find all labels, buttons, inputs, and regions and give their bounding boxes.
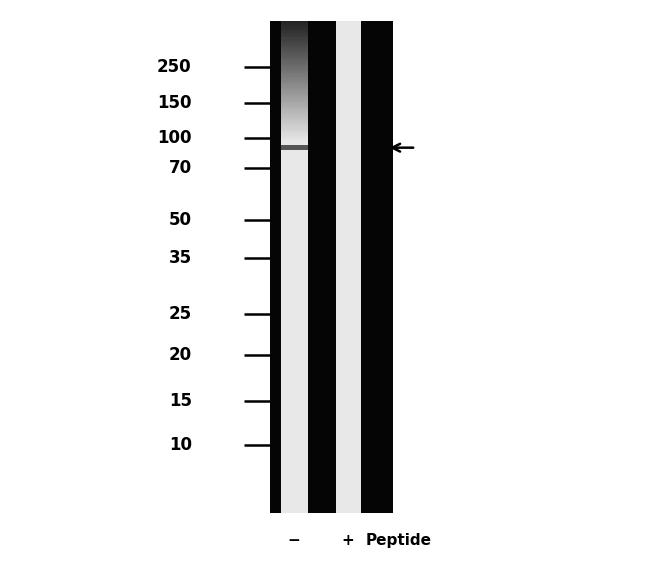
Text: Peptide: Peptide: [366, 533, 432, 548]
Bar: [281, 136, 308, 138]
Bar: [281, 110, 308, 112]
Bar: [281, 56, 308, 59]
Text: 100: 100: [157, 129, 192, 146]
Text: 15: 15: [169, 393, 192, 410]
Bar: [281, 145, 308, 150]
Bar: [281, 71, 308, 73]
Bar: [281, 80, 308, 83]
Bar: [281, 23, 308, 25]
Bar: [281, 86, 308, 88]
Bar: [281, 126, 308, 129]
Text: +: +: [341, 533, 354, 548]
Bar: [281, 49, 308, 52]
Text: 250: 250: [157, 59, 192, 76]
Bar: [281, 138, 308, 141]
Bar: [281, 131, 308, 134]
Bar: [281, 93, 308, 95]
Bar: [281, 102, 308, 104]
Bar: [281, 97, 308, 100]
Bar: [281, 114, 308, 117]
Bar: [281, 95, 308, 97]
Bar: [281, 47, 308, 49]
Bar: [281, 69, 308, 71]
Bar: [281, 28, 308, 30]
Bar: [281, 25, 308, 28]
Bar: [281, 88, 308, 90]
Bar: [281, 62, 308, 64]
Bar: [270, 21, 393, 513]
Bar: [281, 117, 308, 119]
Text: 20: 20: [168, 346, 192, 363]
Bar: [281, 124, 308, 126]
Bar: [281, 45, 308, 47]
Bar: [281, 32, 308, 35]
Bar: [281, 42, 308, 45]
Bar: [281, 112, 308, 114]
Bar: [281, 119, 308, 121]
Text: 50: 50: [169, 211, 192, 229]
Bar: [281, 78, 308, 80]
Bar: [281, 100, 308, 102]
Bar: [281, 21, 308, 23]
Bar: [281, 40, 308, 42]
Bar: [281, 38, 308, 40]
Bar: [281, 54, 308, 56]
Bar: [281, 104, 308, 107]
Bar: [281, 129, 308, 131]
Bar: [281, 66, 308, 69]
Bar: [281, 30, 308, 32]
Bar: [281, 107, 308, 110]
Bar: [281, 35, 308, 38]
Bar: [281, 21, 308, 513]
Bar: [281, 83, 308, 86]
Bar: [281, 134, 308, 136]
Text: 70: 70: [168, 159, 192, 177]
Text: 10: 10: [169, 437, 192, 454]
Bar: [281, 52, 308, 54]
Text: 35: 35: [168, 249, 192, 267]
Text: 150: 150: [157, 94, 192, 111]
Bar: [281, 90, 308, 93]
Bar: [336, 21, 361, 513]
Text: 25: 25: [168, 305, 192, 322]
Bar: [281, 121, 308, 124]
Bar: [281, 73, 308, 76]
Text: −: −: [287, 533, 300, 548]
Bar: [281, 76, 308, 78]
Bar: [281, 59, 308, 62]
Bar: [281, 64, 308, 66]
